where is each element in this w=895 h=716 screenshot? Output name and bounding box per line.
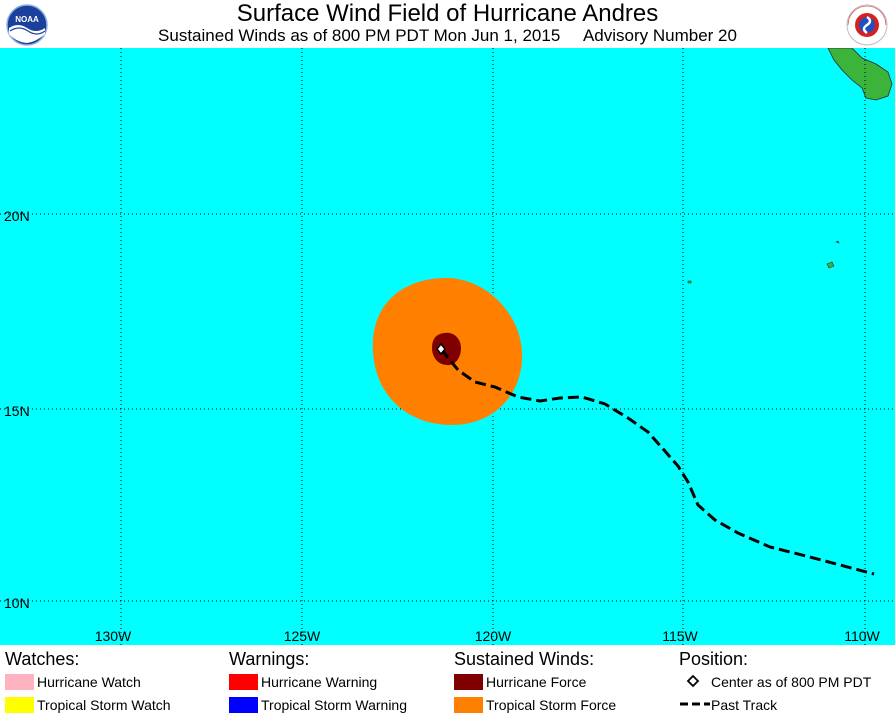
nws-logo [846,4,888,46]
legend-item-hurricane-watch: Hurricane Watch [5,670,141,692]
past-track-icon [680,702,710,706]
page-title: Surface Wind Field of Hurricane Andres [236,0,659,27]
tropical-storm-force-label: Tropical Storm Force [486,697,617,713]
legend: Watches: Hurricane Watch Tropical Storm … [0,645,895,716]
legend-winds: Sustained Winds: Hurricane Force Tropica… [454,649,616,715]
center-marker-icon [686,674,700,688]
tropical-storm-watch-swatch [5,697,34,713]
legend-item-center: Center as of 800 PM PDT [679,670,871,692]
hurricane-watch-label: Hurricane Watch [37,674,141,690]
noaa-logo-text: NOAA [15,15,39,24]
land-baja [827,48,893,101]
lon-label-115w: 115W [662,628,698,644]
tropical-storm-warning-swatch [229,697,258,713]
center-label: Center as of 800 PM PDT [711,674,872,690]
map: 20N 15N 10N 130W 125W 120W 115W 110W [0,48,895,645]
land-island-socorro [826,261,835,269]
hurricane-warning-label: Hurricane Warning [261,674,378,690]
hurricane-force-label: Hurricane Force [486,674,587,690]
land-island-small-2 [687,280,692,284]
lon-label-130w: 130W [95,628,132,644]
legend-winds-heading: Sustained Winds: [454,649,595,669]
lat-label-10n: 10N [4,595,30,611]
header: NOAA Surface Wind Field of Hurricane And… [0,0,895,48]
legend-item-hurricane-force: Hurricane Force [454,670,594,692]
hurricane-warning-swatch [229,674,258,690]
legend-item-tropical-storm-force: Tropical Storm Force [454,693,616,715]
lon-label-120w: 120W [475,628,512,644]
hurricane-force-swatch [454,674,483,690]
legend-warnings: Warnings: Hurricane Warning Tropical Sto… [229,649,407,715]
past-track-label: Past Track [711,697,778,713]
legend-warnings-heading: Warnings: [229,649,310,669]
lat-label-15n: 15N [4,403,30,419]
legend-item-tropical-storm-warning: Tropical Storm Warning [229,693,407,715]
lat-label-20n: 20N [4,208,30,224]
legend-item-past-track: Past Track [679,693,777,715]
legend-item-hurricane-warning: Hurricane Warning [229,670,377,692]
legend-position-heading: Position: [679,649,749,669]
land-island-small-1 [835,240,840,244]
past-track [439,348,875,576]
legend-item-tropical-storm-watch: Tropical Storm Watch [5,693,171,715]
page-subtitle: Sustained Winds as of 800 PM PDT Mon Jun… [158,26,737,45]
legend-watches-heading: Watches: [5,649,80,669]
tropical-storm-watch-label: Tropical Storm Watch [37,697,171,713]
tropical-storm-force-swatch [454,697,483,713]
legend-watches: Watches: Hurricane Watch Tropical Storm … [5,649,171,715]
tropical-storm-warning-label: Tropical Storm Warning [261,697,408,713]
hurricane-watch-swatch [5,674,34,690]
storm-center-marker [436,342,446,356]
lon-label-110w: 110W [844,628,880,644]
legend-position: Position: Center as of 800 PM PDT Past T… [679,649,871,715]
hurricane-force-wind-field [432,332,461,366]
lon-label-125w: 125W [284,628,321,644]
noaa-logo: NOAA [6,4,48,46]
